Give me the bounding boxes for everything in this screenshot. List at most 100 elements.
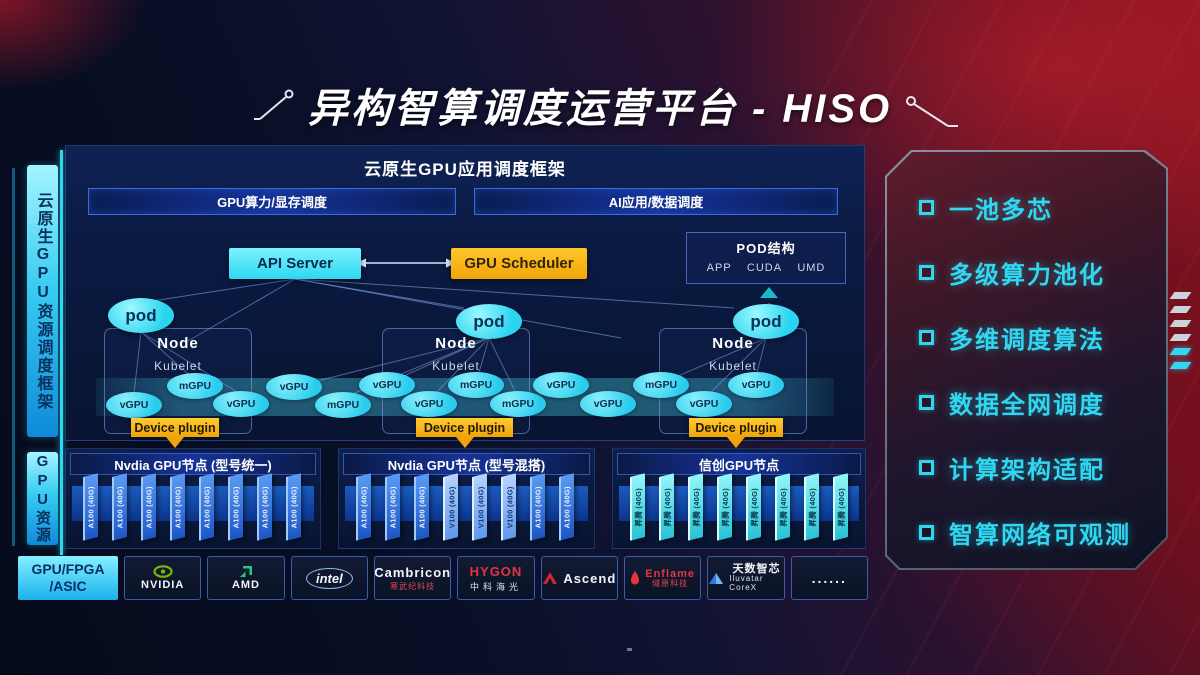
pod-ellipse: pod <box>456 304 522 339</box>
ascend-logo-icon <box>542 571 558 585</box>
gpu-card: A100 (40G) <box>83 473 98 541</box>
left-rail-framework-label: 云原生GPU资源调度框架 <box>27 165 58 437</box>
gpu-instance-mgpu: mGPU <box>167 373 223 399</box>
gpu-card: A100 (40G) <box>228 473 243 541</box>
gpu-card: A100 (40G) <box>257 473 272 541</box>
gpu-card: 昇腾 (40G) <box>659 473 674 541</box>
gpu-card: V100 (40G) <box>443 473 458 541</box>
gpu-pool-mixed: Nvdia GPU节点 (型号混搭) A100 (40G) A100 (40G) A… <box>338 448 595 549</box>
gpu-card: A100 (40G) <box>385 473 400 541</box>
framework-panel: 云原生GPU应用调度框架 GPU算力/显存调度 AI应用/数据调度 Node K… <box>65 145 865 448</box>
framework-header: 云原生GPU应用调度框架 <box>364 160 566 179</box>
node-label: Node <box>712 335 754 352</box>
features-panel: 一池多芯 多级算力池化 多维调度算法 数据全网调度 计算架构适配 智算网络可观测 <box>885 150 1168 570</box>
square-bullet-icon <box>919 460 934 475</box>
gpu-card: 昇腾 (40G) <box>833 473 848 541</box>
gpu-card: A100 (40G) <box>141 473 156 541</box>
gpu-scheduler-box: GPU Scheduler <box>451 248 587 279</box>
gpu-instance-mgpu: mGPU <box>633 372 689 398</box>
gpu-instance-mgpu: mGPU <box>315 392 371 418</box>
nvidia-logo-icon <box>153 565 173 578</box>
pod-ellipse: pod <box>108 298 174 333</box>
gpu-instance-vgpu: vGPU <box>533 372 589 398</box>
feature-item: 数据全网调度 <box>919 381 1131 424</box>
gpu-card: 昇腾 (40G) <box>717 473 732 541</box>
gpu-instance-vgpu: vGPU <box>676 391 732 417</box>
gpu-card: A100 (40G) <box>356 473 371 541</box>
pod-ellipse: pod <box>733 304 799 339</box>
gpu-pool-uniform: Nvdia GPU节点 (型号统一) A100 (40G) A100 (40G) A… <box>65 448 321 549</box>
gpu-card: A100 (40G) <box>286 473 301 541</box>
far-left-accent-line <box>12 168 15 546</box>
vendor-amd-logo: AMD <box>207 556 285 600</box>
gpu-instance-vgpu: vGPU <box>213 391 269 417</box>
square-bullet-icon <box>919 395 934 410</box>
down-arrow-icon <box>455 437 474 448</box>
gpu-pool-title: Nvdia GPU节点 (型号混搭) <box>343 453 590 475</box>
down-arrow-icon <box>166 437 184 448</box>
bottom-mark <box>627 648 632 651</box>
chip-types-label: GPU/FPGA /ASIC <box>18 556 118 600</box>
vendor-ascend-logo: Ascend <box>540 556 618 600</box>
gpu-card: A100 (40G) <box>170 473 185 541</box>
gpu-card: A100 (40G) <box>414 473 429 541</box>
vendor-iluvatar-logo: 天数智芯 Iluvatar CoreX <box>707 556 785 600</box>
gpu-card: A100 (40G) <box>530 473 545 541</box>
iluvatar-logo-icon <box>708 572 724 585</box>
gpu-card: 昇腾 (40G) <box>775 473 790 541</box>
gpu-pool-title: Nvdia GPU节点 (型号统一) <box>70 453 316 475</box>
gpu-instance-vgpu: vGPU <box>359 372 415 398</box>
hazard-stripes <box>1169 292 1192 376</box>
gpu-instance-vgpu: vGPU <box>401 391 457 417</box>
circuit-decoration-right-icon <box>906 96 958 127</box>
device-plugin-label: Device plugin <box>689 418 783 448</box>
amd-logo-icon <box>239 565 253 578</box>
pod-layer-umd: UMD <box>797 262 826 274</box>
vendor-dots-logo: ...... <box>790 556 868 600</box>
vendor-hygon-logo: HYGON 中科海光 <box>457 556 535 600</box>
left-rail-resource-label: GPU资源 <box>27 452 58 545</box>
gpu-card: 昇腾 (40G) <box>804 473 819 541</box>
feature-item: 智算网络可观测 <box>919 511 1131 554</box>
gpu-pool-title: 信创GPU节点 <box>617 453 861 475</box>
gpu-instance-vgpu: vGPU <box>580 391 636 417</box>
gpu-card: A100 (40G) <box>559 473 574 541</box>
pod-structure-title: POD结构 <box>736 241 796 256</box>
square-bullet-icon <box>919 265 934 280</box>
enflame-logo-icon <box>630 570 640 585</box>
gpu-card: 昇腾 (40G) <box>746 473 761 541</box>
feature-item: 多级算力池化 <box>919 251 1131 294</box>
api-server-box: API Server <box>229 248 361 279</box>
pod-layer-cuda: CUDA <box>746 262 783 274</box>
node-label: Node <box>157 335 199 352</box>
gpu-instance-mgpu: mGPU <box>490 391 546 417</box>
square-bullet-icon <box>919 200 934 215</box>
kubelet-label: Kubelet <box>154 359 202 373</box>
bar-ai-data-scheduling: AI应用/数据调度 <box>474 188 838 215</box>
gpu-card: 昇腾 (40G) <box>688 473 703 541</box>
node-label: Node <box>435 335 477 352</box>
gpu-card: 昇腾 (40G) <box>630 473 645 541</box>
vendor-enflame-logo: Enflame 燧原科技 <box>623 556 702 600</box>
gpu-card: V100 (40G) <box>472 473 487 541</box>
pod-layer-app: APP <box>706 262 732 274</box>
square-bullet-icon <box>919 525 934 540</box>
gpu-instance-mgpu: mGPU <box>448 372 504 398</box>
left-accent-line <box>60 150 63 555</box>
down-arrow-icon <box>727 437 745 448</box>
feature-item: 一池多芯 <box>919 186 1131 229</box>
gpu-instance-vgpu: vGPU <box>728 372 784 398</box>
gpu-card: A100 (40G) <box>199 473 214 541</box>
vendor-cambricon-logo: Cambricon 寒武纪科技 <box>373 556 452 600</box>
kubelet-label: Kubelet <box>432 359 480 373</box>
hardware-vendor-bar: GPU/FPGA /ASIC NVIDIA AMD intel Cambricon 寒武… <box>18 556 868 600</box>
page-title: 异构智算调度运营平台 - HISO <box>307 87 893 131</box>
bar-gpu-memory-scheduling: GPU算力/显存调度 <box>88 188 456 215</box>
gpu-card: A100 (40G) <box>112 473 127 541</box>
device-plugin-label: Device plugin <box>416 418 513 448</box>
gpu-instance-vgpu: vGPU <box>106 392 162 418</box>
circuit-decoration-left-icon <box>254 89 294 120</box>
kubelet-label: Kubelet <box>709 359 757 373</box>
square-bullet-icon <box>919 330 934 345</box>
